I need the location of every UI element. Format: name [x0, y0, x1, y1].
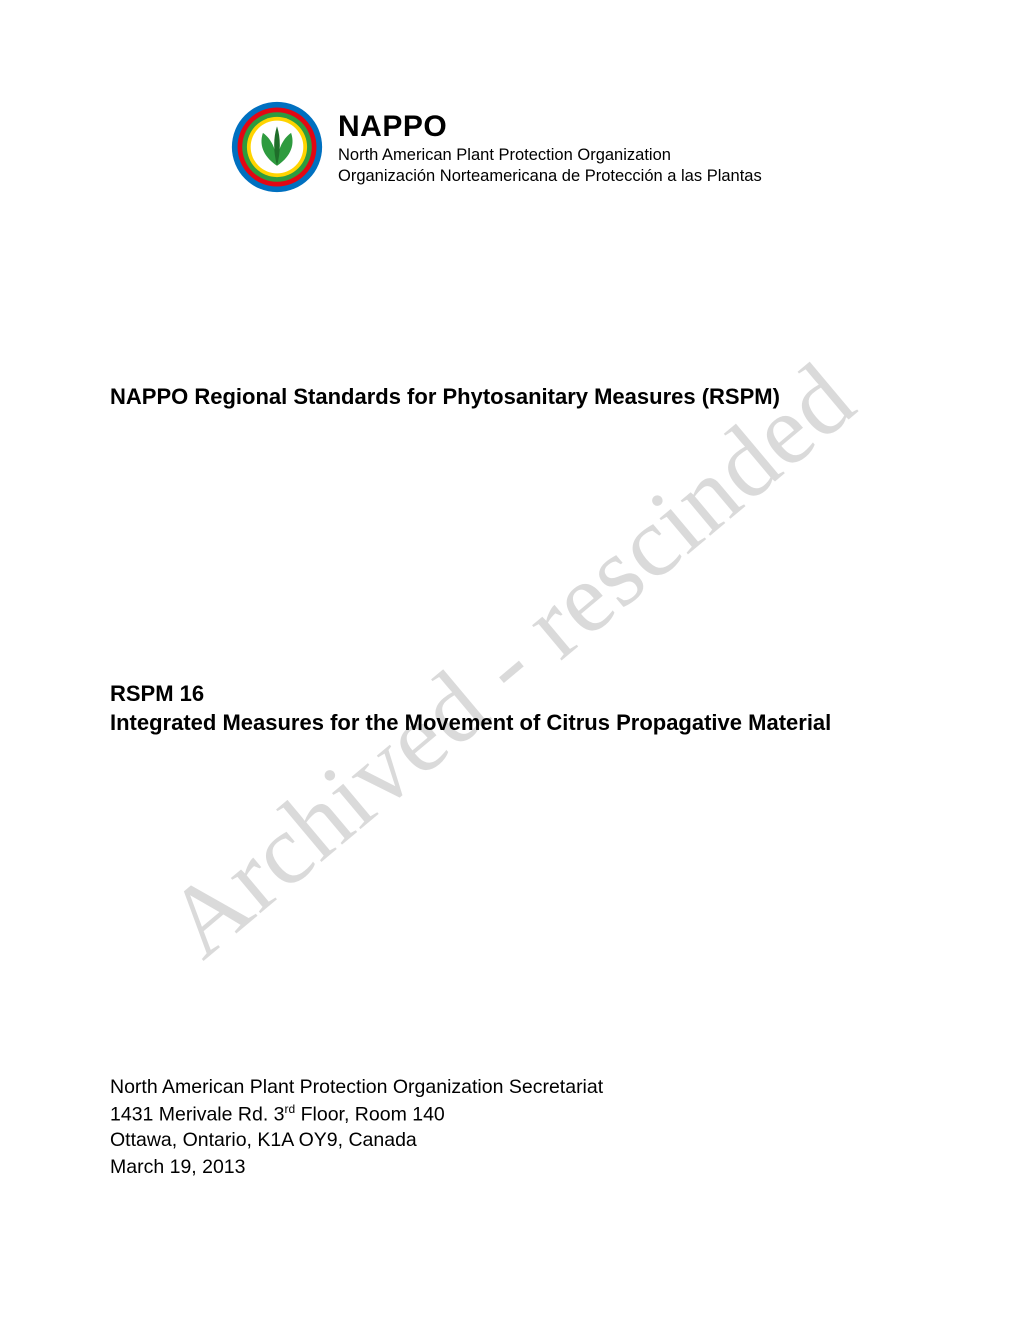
footer-addr1-a: 1431 Merivale Rd. 3	[110, 1103, 285, 1125]
logo-subtitle-en: North American Plant Protection Organiza…	[338, 145, 762, 166]
doc-number: RSPM 16	[110, 680, 910, 709]
footer-block: North American Plant Protection Organiza…	[110, 1074, 603, 1180]
logo-block: NAPPO North American Plant Protection Or…	[230, 100, 910, 194]
logo-subtitle-es: Organización Norteamericana de Protecció…	[338, 166, 762, 187]
logo-title: NAPPO	[338, 108, 762, 146]
document-title-block: RSPM 16 Integrated Measures for the Move…	[110, 680, 910, 737]
logo-text: NAPPO North American Plant Protection Or…	[338, 108, 762, 187]
section-heading: NAPPO Regional Standards for Phytosanita…	[110, 384, 910, 410]
watermark: Archived - rescinded	[144, 340, 876, 980]
doc-title: Integrated Measures for the Movement of …	[110, 709, 910, 738]
page: Archived - rescinded NAPPO North America…	[0, 0, 1020, 1320]
footer-date: March 19, 2013	[110, 1154, 603, 1180]
footer-addr1-sup: rd	[285, 1102, 296, 1116]
footer-addr1-b: Floor, Room 140	[295, 1103, 445, 1125]
footer-addr1: 1431 Merivale Rd. 3rd Floor, Room 140	[110, 1101, 603, 1128]
nappo-logo-icon	[230, 100, 324, 194]
footer-org: North American Plant Protection Organiza…	[110, 1074, 603, 1100]
footer-addr2: Ottawa, Ontario, K1A OY9, Canada	[110, 1127, 603, 1153]
